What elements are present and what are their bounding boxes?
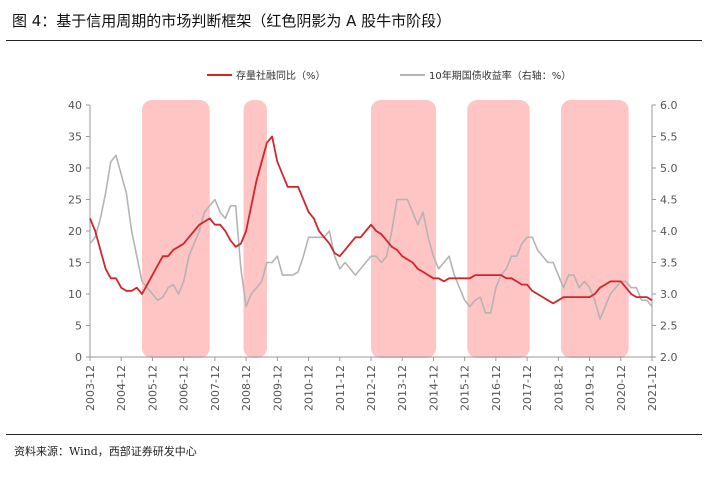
bottom-rule bbox=[6, 434, 702, 435]
right-tick-label: 4.0 bbox=[660, 225, 678, 238]
x-tick-label: 2010-12 bbox=[303, 365, 316, 411]
x-tick-label: 2009-12 bbox=[271, 365, 284, 411]
chart-legend: 存量社融同比（%） 10年期国债收益率（右轴：%） bbox=[207, 69, 571, 82]
legend-label-credit: 存量社融同比（%） bbox=[236, 69, 326, 82]
bull-market-shading bbox=[142, 100, 629, 358]
right-tick-label: 5.0 bbox=[660, 162, 678, 175]
left-tick-label: 30 bbox=[68, 162, 82, 175]
x-tick-label: 2016-12 bbox=[490, 365, 503, 411]
right-tick-label: 5.5 bbox=[660, 131, 678, 144]
x-tick-label: 2014-12 bbox=[427, 365, 440, 411]
chart-axes: 0 5 10 15 20 25 30 35 40 2.0 2.5 3.0 3.5 4.0 4.5 5.0 5.5… bbox=[68, 99, 678, 411]
x-tick-label: 2019-12 bbox=[584, 365, 597, 411]
x-tick-label: 2018-12 bbox=[552, 365, 565, 411]
right-tick-label: 3.0 bbox=[660, 288, 678, 301]
right-tick-label: 2.5 bbox=[660, 320, 678, 333]
right-tick-label: 6.0 bbox=[660, 99, 678, 112]
legend-label-bond: 10年期国债收益率（右轴：%） bbox=[429, 69, 571, 82]
bull-period-5 bbox=[560, 100, 629, 358]
figure-title: 图 4：基于信用周期的市场判断框架（红色阴影为 A 股牛市阶段） bbox=[12, 12, 452, 30]
x-tick-label: 2013-12 bbox=[396, 365, 409, 411]
x-tick-label: 2005-12 bbox=[146, 365, 159, 411]
right-tick-label: 3.5 bbox=[660, 257, 678, 270]
x-tick-label: 2021-12 bbox=[646, 365, 659, 411]
left-tick-label: 25 bbox=[68, 194, 82, 207]
x-tick-label: 2015-12 bbox=[459, 365, 472, 411]
x-tick-label: 2008-12 bbox=[240, 365, 253, 411]
chart-series bbox=[89, 135, 653, 320]
x-tick-label: 2004-12 bbox=[115, 365, 128, 411]
x-tick-label: 2003-12 bbox=[84, 365, 97, 411]
left-tick-label: 15 bbox=[68, 257, 82, 270]
bull-period-1 bbox=[142, 100, 210, 358]
source-note: 资料来源：Wind，西部证券研发中心 bbox=[14, 445, 197, 458]
x-tick-label: 2017-12 bbox=[521, 365, 534, 411]
left-tick-label: 20 bbox=[68, 225, 82, 238]
x-tick-label: 2011-12 bbox=[334, 365, 347, 411]
right-tick-label: 4.5 bbox=[660, 194, 678, 207]
x-tick-label: 2012-12 bbox=[365, 365, 378, 411]
series-line-credit-growth bbox=[89, 135, 653, 305]
left-tick-label: 35 bbox=[68, 131, 82, 144]
x-tick-label: 2006-12 bbox=[178, 365, 191, 411]
bull-period-3 bbox=[371, 100, 437, 358]
right-tick-label: 2.0 bbox=[660, 351, 678, 364]
left-tick-label: 10 bbox=[68, 288, 82, 301]
left-tick-label: 0 bbox=[75, 351, 82, 364]
credit-cycle-chart: 0 5 10 15 20 25 30 35 40 2.0 2.5 3.0 3.5 4.0 4.5 5.0 5.5… bbox=[68, 69, 678, 411]
top-rule bbox=[6, 40, 702, 41]
left-tick-label: 40 bbox=[68, 99, 82, 112]
x-tick-label: 2007-12 bbox=[209, 365, 222, 411]
x-tick-label: 2020-12 bbox=[615, 365, 628, 411]
bull-period-4 bbox=[467, 100, 530, 358]
series-line-bond-yield bbox=[89, 154, 653, 320]
left-tick-label: 5 bbox=[75, 320, 82, 333]
